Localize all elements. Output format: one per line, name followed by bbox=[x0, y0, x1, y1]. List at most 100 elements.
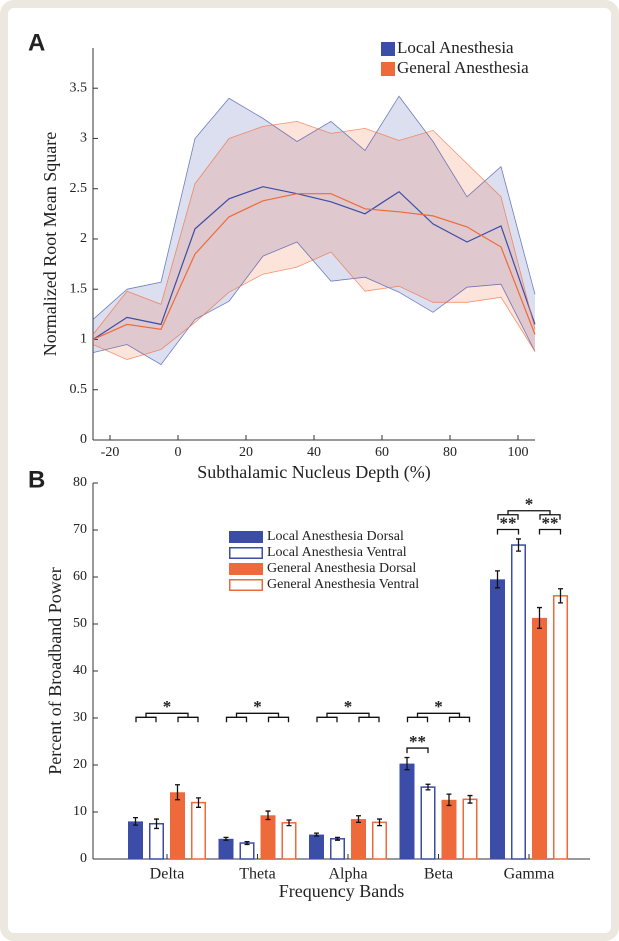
legend-label: Local Anesthesia Ventral bbox=[267, 545, 407, 560]
y-tick-label: 1.5 bbox=[70, 281, 88, 296]
legend-swatch bbox=[229, 547, 263, 559]
y-tick-label: 50 bbox=[73, 616, 87, 631]
band-area bbox=[93, 96, 535, 365]
bar bbox=[351, 819, 366, 859]
error-bar bbox=[196, 797, 201, 808]
band-upper bbox=[92, 95, 536, 320]
y-tick-label: 60 bbox=[73, 569, 87, 584]
error-bar bbox=[425, 783, 431, 791]
x-axis-label: Subthalamic Nucleus Depth (%) bbox=[197, 462, 430, 483]
x-tick-label: Alpha bbox=[328, 866, 367, 883]
sig-bracket bbox=[538, 528, 562, 535]
sig-label: * bbox=[525, 495, 534, 514]
sig-label: ** bbox=[409, 732, 426, 751]
legend-swatch bbox=[229, 563, 263, 575]
legend-label: General Anesthesia bbox=[397, 58, 529, 77]
error-bar bbox=[265, 810, 271, 821]
sig-label: * bbox=[163, 697, 172, 716]
x-tick-label: Theta bbox=[239, 866, 275, 883]
y-tick-label: 3 bbox=[80, 131, 87, 146]
sig-label: * bbox=[253, 697, 262, 716]
band-lower bbox=[92, 241, 536, 366]
legend-label: General Anesthesia Dorsal bbox=[267, 561, 416, 576]
x-tick-label: 40 bbox=[307, 445, 321, 460]
x-tick-label: Delta bbox=[150, 866, 185, 883]
bar bbox=[239, 842, 255, 860]
y-tick-label: 40 bbox=[73, 663, 87, 678]
x-tick-label: 100 bbox=[508, 445, 529, 460]
sig-bracket bbox=[496, 528, 520, 535]
band-lower bbox=[92, 251, 536, 361]
bar bbox=[170, 792, 185, 859]
panel-label: B bbox=[28, 466, 45, 493]
x-tick-label: 60 bbox=[375, 445, 389, 460]
error-bar bbox=[314, 832, 319, 837]
error-bar bbox=[356, 815, 361, 823]
x-tick-label: 80 bbox=[443, 445, 457, 460]
sig-label: * bbox=[344, 697, 353, 716]
error-bar bbox=[537, 606, 542, 629]
sig-label: * bbox=[434, 697, 443, 716]
x-tick-label: 0 bbox=[175, 445, 182, 460]
legend-swatch bbox=[229, 531, 263, 543]
sig-bracket bbox=[225, 712, 290, 723]
bar bbox=[490, 579, 505, 859]
mean-line bbox=[92, 186, 536, 341]
error-bar bbox=[404, 756, 410, 771]
error-bar bbox=[223, 836, 229, 841]
error-bar bbox=[377, 818, 382, 827]
x-axis-label: Frequency Bands bbox=[279, 881, 404, 901]
y-axis-label: Percent of Broadband Power bbox=[45, 567, 65, 774]
y-axis-label: Normalized Root Mean Square bbox=[40, 132, 60, 356]
y-tick-label: 0 bbox=[80, 851, 87, 866]
error-bar bbox=[335, 836, 340, 841]
sig-label: ** bbox=[542, 513, 559, 532]
sig-bracket bbox=[497, 510, 561, 520]
y-tick-label: 2.5 bbox=[70, 181, 88, 196]
bar bbox=[441, 799, 457, 859]
error-bar bbox=[558, 588, 563, 604]
y-tick-label: 2 bbox=[80, 231, 87, 246]
error-bar bbox=[154, 818, 159, 830]
bar bbox=[553, 595, 568, 860]
x-tick-label: Beta bbox=[424, 866, 453, 883]
sig-bracket bbox=[316, 712, 380, 723]
bar bbox=[281, 822, 297, 860]
sig-bracket bbox=[406, 712, 471, 723]
mean-line bbox=[92, 193, 536, 341]
y-tick-label: 1 bbox=[80, 332, 87, 347]
bar bbox=[420, 786, 436, 860]
bar bbox=[309, 834, 324, 859]
bar bbox=[330, 838, 345, 860]
y-tick-label: 10 bbox=[73, 804, 87, 819]
legend-label: Local Anesthesia Dorsal bbox=[267, 529, 404, 544]
legend-swatch bbox=[229, 579, 263, 591]
error-bar bbox=[133, 816, 138, 826]
error-bar bbox=[286, 819, 292, 827]
error-bar bbox=[516, 538, 521, 552]
bar bbox=[532, 617, 547, 859]
y-tick-label: 70 bbox=[73, 522, 87, 537]
x-tick-label: 20 bbox=[239, 445, 253, 460]
error-bar bbox=[467, 794, 473, 804]
x-tick-label: -20 bbox=[101, 445, 120, 460]
error-bar bbox=[244, 840, 250, 846]
bar bbox=[218, 838, 234, 859]
y-tick-label: 0.5 bbox=[70, 382, 88, 397]
band-area bbox=[93, 121, 535, 360]
legend-swatch bbox=[381, 42, 395, 56]
y-tick-label: 80 bbox=[73, 475, 87, 490]
bar bbox=[191, 801, 206, 860]
x-tick-label: Gamma bbox=[504, 866, 555, 883]
bar bbox=[399, 763, 415, 859]
y-tick-label: 30 bbox=[73, 710, 87, 725]
bar bbox=[372, 821, 387, 860]
error-bar bbox=[446, 793, 452, 807]
legend-label: General Anesthesia Ventral bbox=[267, 577, 419, 592]
band-upper bbox=[92, 120, 536, 335]
legend-swatch bbox=[381, 62, 395, 76]
y-tick-label: 20 bbox=[73, 757, 87, 772]
error-bar bbox=[175, 784, 180, 801]
bar bbox=[462, 798, 478, 860]
